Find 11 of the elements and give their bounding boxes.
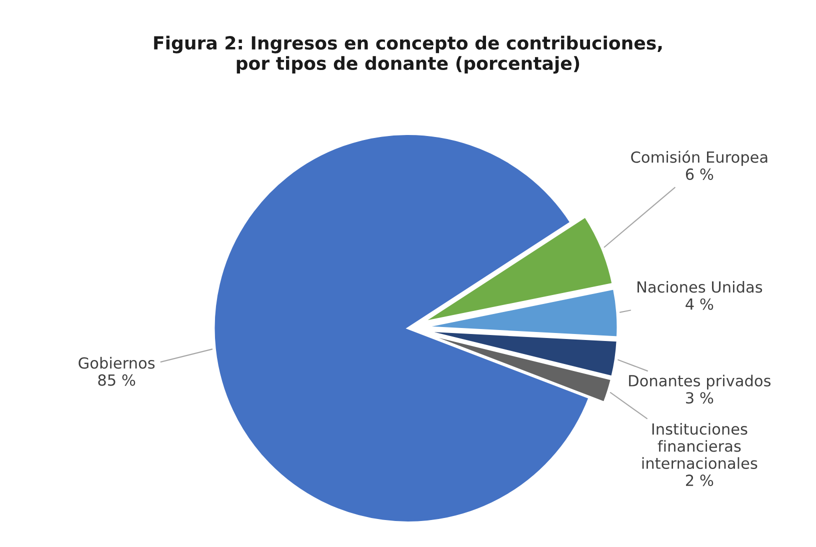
data-label: 85 % [98, 374, 136, 386]
slice-label: Instituciones financieras internacionales [642, 422, 758, 470]
data-label: 2 % [686, 474, 714, 486]
data-label: 4 % [686, 298, 714, 310]
slice-label: Gobiernos [78, 356, 155, 369]
data-label: 6 % [686, 168, 714, 180]
slice-label: Comisión Europea [631, 150, 768, 166]
slice-label: Donantes privados [629, 374, 771, 390]
slice-label: Naciones Unidas [638, 280, 762, 293]
chart-title: Figura 2: Ingresos en concepto de contribuciones, por tipos de donante (porcentaje) [154, 36, 662, 74]
data-label: 3 % [686, 392, 714, 404]
